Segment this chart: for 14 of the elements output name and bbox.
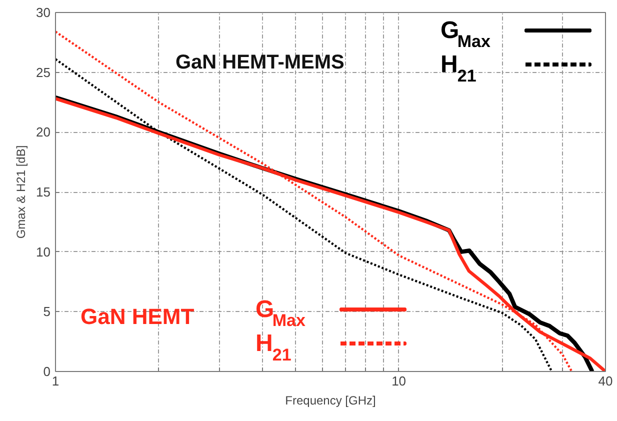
annotation: GaN HEMT-MEMS — [176, 52, 344, 74]
y-tick-label: 20 — [36, 124, 51, 140]
annotation: GaN HEMT — [80, 304, 195, 329]
y-tick-label: 0 — [43, 364, 51, 379]
y-tick-label: 5 — [43, 304, 51, 320]
x-tick-label: 40 — [598, 374, 613, 388]
y-tick-label: 10 — [36, 244, 51, 260]
x-tick-label: 10 — [392, 374, 406, 388]
y-tick-label: 15 — [36, 184, 51, 200]
x-tick-label: 1 — [52, 374, 60, 388]
y-tick-label: 25 — [36, 64, 51, 80]
y-tick-label: 30 — [36, 5, 51, 20]
x-axis-title: Frequency [GHz] — [285, 394, 376, 408]
y-axis-title: Gmax & H21 [dB] — [14, 145, 28, 239]
